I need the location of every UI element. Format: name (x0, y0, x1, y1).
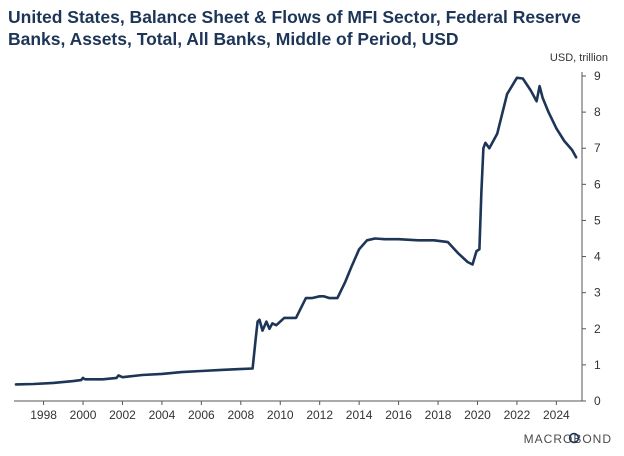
x-tick-label: 2016 (385, 408, 412, 422)
x-tick-label: 2022 (504, 408, 531, 422)
x-tick-label: 2014 (346, 408, 373, 422)
x-tick-label: 2000 (70, 408, 97, 422)
chart-title: United States, Balance Sheet & Flows of … (8, 7, 581, 49)
macrobond-logo: MACROBOND (524, 432, 612, 446)
y-tick-label: 6 (594, 177, 601, 191)
y-tick-label: 8 (594, 105, 601, 119)
y-tick-label: 0 (594, 394, 601, 408)
y-tick-label: 1 (594, 358, 601, 372)
x-ticks: 1998 2000 2002 2004 2006 2008 2010 2012 2014 2016… (30, 401, 570, 422)
x-tick-label: 2004 (149, 408, 176, 422)
x-tick-label: 2018 (425, 408, 452, 422)
x-tick-label: 2008 (227, 408, 254, 422)
y-ticks: 0 1 2 3 4 5 6 7 8 9 (582, 69, 601, 408)
y-unit-label: USD, trillion (550, 52, 608, 64)
y-tick-label: 2 (594, 322, 601, 336)
source-logo-text: MACROBOND (524, 432, 612, 446)
y-axis: USD, trillion (550, 52, 608, 401)
x-tick-label: 2002 (109, 408, 136, 422)
logo-ring-icon (568, 432, 580, 444)
x-tick-label: 2012 (306, 408, 333, 422)
y-tick-label: 5 (594, 213, 601, 227)
y-tick-label: 3 (594, 286, 601, 300)
y-tick-label: 7 (594, 141, 601, 155)
y-tick-label: 4 (594, 250, 601, 264)
x-tick-label: 2010 (267, 408, 294, 422)
y-tick-label: 9 (594, 69, 601, 83)
x-tick-label: 1998 (30, 408, 57, 422)
series-group (14, 76, 578, 386)
x-tick-label: 2024 (543, 408, 570, 422)
series-line (14, 76, 578, 386)
x-tick-label: 2006 (188, 408, 215, 422)
x-tick-label: 2020 (464, 408, 491, 422)
